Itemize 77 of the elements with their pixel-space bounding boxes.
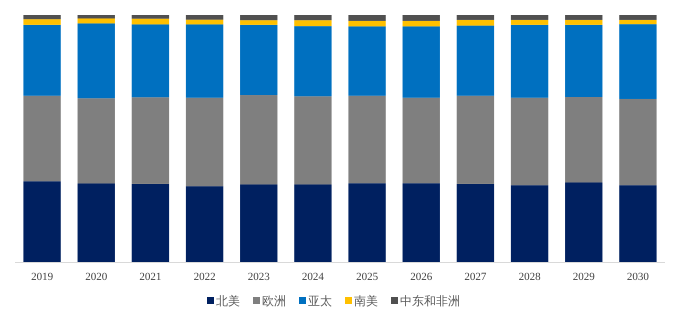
bar xyxy=(510,185,548,262)
bar xyxy=(78,98,115,184)
bar xyxy=(240,20,278,25)
bar xyxy=(23,24,61,96)
bar xyxy=(619,20,657,24)
x-tick-label: 2026 xyxy=(410,271,433,283)
bar xyxy=(294,96,332,184)
x-tick-label: 2019 xyxy=(31,271,54,283)
bar xyxy=(402,15,440,21)
bar xyxy=(565,182,602,262)
bar xyxy=(619,24,657,99)
bar xyxy=(186,186,224,262)
bar xyxy=(348,20,386,26)
bar xyxy=(565,24,602,98)
bar xyxy=(619,185,657,262)
x-tick-label: 2028 xyxy=(518,271,542,283)
bar xyxy=(619,98,657,186)
bar xyxy=(78,18,115,24)
x-tick-label: 2020 xyxy=(85,271,108,283)
bar xyxy=(402,26,440,98)
x-tick-label: 2022 xyxy=(194,271,216,283)
bar xyxy=(23,181,61,262)
x-tick-label: 2030 xyxy=(626,271,650,283)
bar xyxy=(456,184,494,262)
legend-label: 欧洲 xyxy=(262,294,286,308)
x-tick-label: 2029 xyxy=(572,271,596,283)
bar xyxy=(132,15,170,19)
bar xyxy=(186,15,224,20)
bar xyxy=(78,23,115,98)
x-tick-label: 2025 xyxy=(356,271,379,283)
bar xyxy=(402,20,440,26)
bar xyxy=(240,184,278,262)
bar xyxy=(132,97,170,184)
x-tick-label: 2023 xyxy=(248,271,270,283)
bar xyxy=(294,15,332,20)
bar xyxy=(565,97,602,182)
bar xyxy=(186,98,224,186)
bar xyxy=(348,15,386,21)
bar xyxy=(132,24,170,98)
legend-label: 北美 xyxy=(216,294,240,308)
bar xyxy=(23,15,61,20)
bar xyxy=(565,15,602,20)
bar xyxy=(132,18,170,24)
bar xyxy=(402,98,440,184)
x-tick-label: 2024 xyxy=(302,271,324,283)
legend-label: 中东和非洲 xyxy=(400,294,460,308)
x-tick-label: 2021 xyxy=(139,271,162,283)
bar xyxy=(456,96,494,184)
bar xyxy=(456,15,494,20)
bar xyxy=(23,96,61,182)
bar xyxy=(402,183,440,262)
bar xyxy=(294,26,332,96)
bar xyxy=(240,95,278,184)
bar xyxy=(294,184,332,262)
bar xyxy=(456,26,494,96)
bar xyxy=(294,20,332,26)
bar xyxy=(78,183,115,262)
bar xyxy=(510,24,548,98)
bar xyxy=(240,15,278,20)
legend-label: 亚太 xyxy=(308,294,332,308)
bar xyxy=(510,15,548,20)
bar xyxy=(565,20,602,25)
bar xyxy=(348,96,386,184)
bar xyxy=(240,24,278,96)
bar xyxy=(186,24,224,98)
bar xyxy=(348,183,386,262)
legend-label: 南美 xyxy=(354,294,378,308)
bar xyxy=(132,184,170,262)
bar xyxy=(456,20,494,26)
x-tick-label: 2027 xyxy=(464,271,487,283)
bar xyxy=(23,19,61,25)
bar xyxy=(619,15,657,20)
bar xyxy=(510,20,548,25)
bar xyxy=(78,15,115,18)
bar xyxy=(510,98,548,186)
bar xyxy=(186,20,224,24)
bar xyxy=(348,26,386,96)
